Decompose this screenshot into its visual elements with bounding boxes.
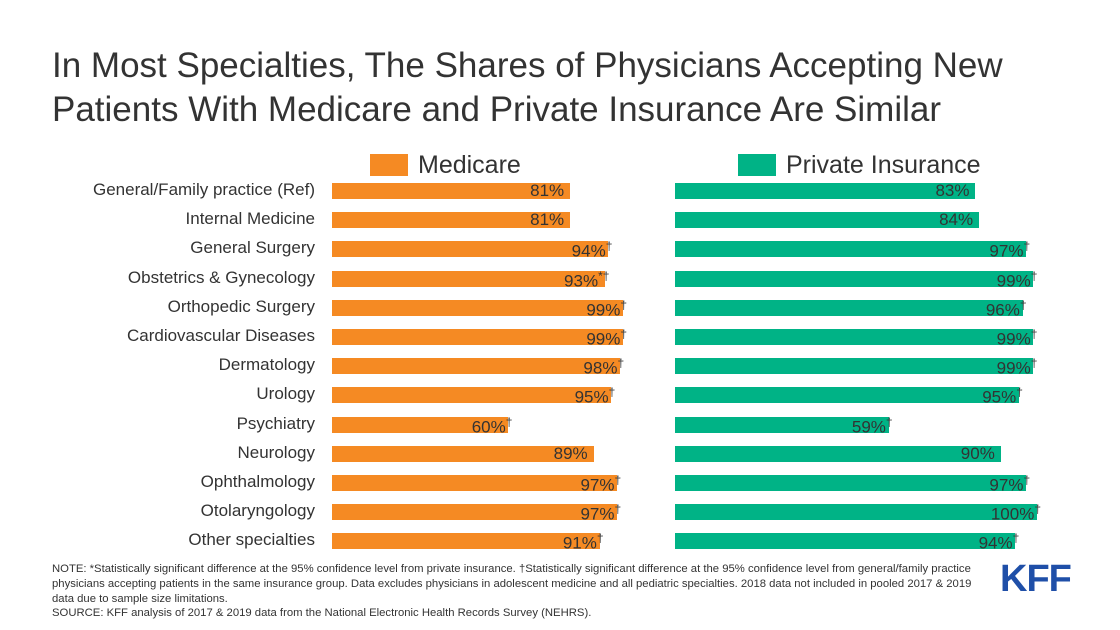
- medicare-bar: [332, 270, 606, 287]
- legend-private: Private Insurance: [738, 150, 981, 180]
- medicare-data-label: 94%†: [571, 239, 613, 262]
- legend-label-private: Private Insurance: [786, 150, 981, 179]
- medicare-data-label: 99%†: [586, 297, 628, 320]
- category-label: General/Family practice (Ref): [92, 180, 315, 199]
- chart-title: In Most Specialties, The Shares of Physi…: [52, 46, 1003, 129]
- private-bar: [675, 504, 1037, 521]
- legend-medicare: Medicare: [370, 150, 521, 180]
- private-data-label: 99%†: [996, 356, 1038, 378]
- category-label: Other specialties: [188, 530, 315, 550]
- kff-logo: KFF: [1000, 558, 1072, 600]
- medicare-data-label: 89%: [553, 443, 588, 463]
- private-bar: [675, 270, 1034, 287]
- private-data-label: 96%†: [985, 297, 1027, 320]
- legend-label-medicare: Medicare: [418, 150, 521, 179]
- category-label: General Surgery: [190, 238, 315, 258]
- private-bar: [675, 445, 1001, 462]
- private-data-label: 97%†: [989, 239, 1031, 262]
- medicare-bar: [332, 445, 594, 462]
- category-label: Urology: [256, 384, 315, 404]
- category-label: Internal Medicine: [185, 209, 315, 229]
- private-bar: [675, 329, 1034, 345]
- medicare-data-label: 93%*†: [564, 268, 610, 291]
- private-bar: [675, 475, 1027, 491]
- category-label: Orthopedic Surgery: [167, 296, 315, 316]
- private-data-label: 100%†: [990, 502, 1041, 524]
- private-bar: [675, 533, 1016, 550]
- category-label: Ophthalmology: [200, 472, 315, 491]
- medicare-data-label: 97%†: [580, 473, 622, 495]
- private-data-label: 99%†: [996, 327, 1038, 349]
- medicare-data-label: 99%†: [586, 327, 628, 349]
- category-label: Otolaryngology: [200, 501, 315, 521]
- private-data-label: 99%†: [996, 268, 1038, 291]
- medicare-data-label: 91%†: [562, 531, 604, 554]
- medicare-bar: [332, 387, 612, 404]
- private-bar: [675, 299, 1023, 316]
- private-bar: [675, 241, 1027, 258]
- private-bar: [675, 358, 1034, 375]
- medicare-bar: [332, 358, 621, 375]
- category-label: Psychiatry: [236, 413, 315, 433]
- medicare-bar: [332, 329, 624, 345]
- medicare-bar: [332, 504, 618, 521]
- private-data-label: 95%†: [982, 385, 1023, 408]
- medicare-data-label: 81%: [530, 210, 565, 230]
- private-bar: [675, 212, 980, 229]
- medicare-bar: [332, 212, 571, 229]
- private-data-label: 97%†: [989, 473, 1031, 495]
- private-data-label: 90%: [960, 443, 995, 463]
- medicare-data-label: 98%†: [583, 356, 625, 378]
- private-data-label: 83%: [935, 181, 970, 200]
- medicare-bar: [332, 241, 609, 258]
- source-note: SOURCE: KFF analysis of 2017 & 2019 data…: [52, 607, 592, 619]
- medicare-data-label: 95%†: [574, 385, 616, 408]
- private-data-label: 84%: [939, 210, 974, 230]
- category-label: Obstetrics & Gynecology: [127, 267, 315, 287]
- medicare-bar: [332, 533, 600, 550]
- medicare-bar: [332, 299, 624, 316]
- footnote: NOTE: *Statistically significant differe…: [52, 563, 972, 605]
- medicare-data-label: 81%: [530, 181, 565, 200]
- category-label: Neurology: [237, 442, 316, 462]
- category-label: Cardiovascular Diseases: [126, 326, 315, 345]
- medicare-data-label: 97%†: [580, 502, 622, 524]
- private-data-label: 94%†: [978, 531, 1020, 554]
- category-label: Dermatology: [218, 355, 315, 375]
- medicare-bar: [332, 183, 571, 199]
- private-bar: [675, 183, 976, 199]
- legend-swatch-private: [738, 154, 776, 176]
- private-bar: [675, 387, 1019, 404]
- private-data-label: 59%†: [851, 414, 893, 437]
- legend-swatch-medicare: [370, 154, 408, 176]
- medicare-bar: [332, 475, 618, 491]
- medicare-data-label: 60%†: [471, 414, 513, 437]
- medicare-bar: [332, 416, 509, 433]
- private-bar: [675, 416, 889, 433]
